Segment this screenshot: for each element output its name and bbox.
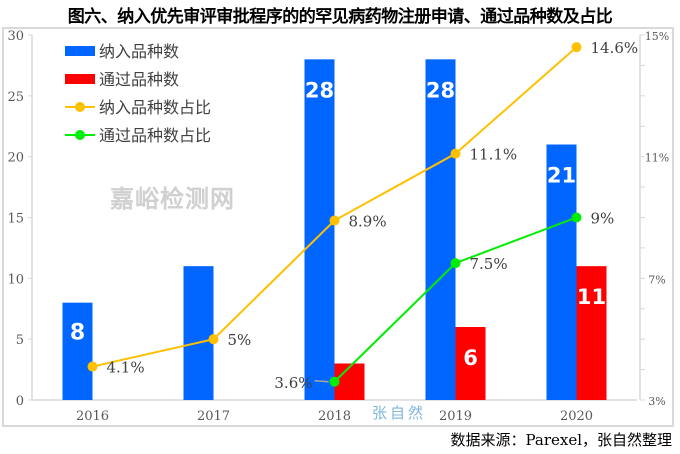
data-label-approved-ratio: 3.6%	[274, 374, 312, 392]
x-tick-label: 2016	[76, 409, 109, 424]
y-right-tick-label: 3%	[648, 395, 665, 408]
legend-label: 通过品种数	[99, 70, 179, 89]
bar-label-included: 28	[426, 78, 455, 102]
data-label-included-ratio: 14.6%	[591, 39, 639, 57]
y-left-tick-label: 20	[7, 151, 24, 166]
data-label-approved-ratio: 9%	[591, 210, 615, 228]
bar-approved	[576, 266, 607, 400]
legend-marker-approved-ratio	[75, 130, 85, 140]
point-included-ratio	[329, 215, 340, 226]
point-included-ratio	[571, 42, 582, 53]
data-source: 数据来源：Parexel，张自然整理	[450, 431, 672, 449]
x-tick-label: 2019	[439, 409, 472, 424]
chart-title: 图六、纳入优先审评审批程序的的罕见病药物注册申请、通过品种数及占比	[67, 7, 613, 27]
data-label-approved-ratio: 7.5%	[470, 255, 508, 273]
legend-label: 通过品种数占比	[99, 126, 211, 145]
bar-included	[304, 59, 335, 400]
data-label-included-ratio: 8.9%	[349, 213, 387, 231]
leader-line	[314, 380, 329, 383]
y-right-tick-label: 7%	[648, 273, 665, 286]
point-approved-ratio	[329, 376, 340, 387]
y-left-tick-label: 25	[7, 90, 24, 105]
bar-approved	[455, 327, 486, 400]
data-label-included-ratio: 5%	[228, 331, 252, 349]
x-tick-label: 2020	[560, 409, 593, 424]
bar-label-included: 28	[305, 78, 334, 102]
y-right-tick-label: 11%	[645, 152, 669, 165]
legend-marker-included-ratio	[75, 102, 85, 112]
data-label-included-ratio: 11.1%	[470, 146, 518, 164]
y-left-tick-label: 15	[7, 212, 24, 227]
bar-label-approved: 11	[577, 285, 606, 309]
x-tick-label: 2018	[318, 409, 351, 424]
bar-label-included: 8	[70, 321, 85, 346]
point-included-ratio	[208, 334, 219, 345]
legend-swatch-approved	[65, 74, 95, 84]
point-approved-ratio	[571, 212, 582, 223]
watermark-author: 张自然	[372, 404, 427, 422]
point-approved-ratio	[450, 258, 461, 269]
y-left-tick-label: 30	[7, 29, 24, 44]
bar-label-approved: 6	[463, 346, 478, 370]
legend-swatch-included	[65, 46, 95, 56]
y-left-tick-label: 10	[7, 272, 24, 287]
x-tick-label: 2017	[197, 409, 230, 424]
y-right-tick-label: 15%	[645, 30, 669, 43]
point-included-ratio	[450, 148, 461, 159]
data-label-included-ratio: 4.1%	[107, 359, 145, 377]
y-left-tick-label: 5	[16, 333, 24, 348]
legend-label: 纳入品种数	[99, 42, 179, 61]
watermark-site: 嘉峪检测网	[110, 185, 235, 213]
y-left-tick-label: 0	[16, 394, 24, 409]
point-included-ratio	[87, 361, 98, 372]
bar-included	[62, 302, 93, 400]
legend-label: 纳入品种数占比	[99, 98, 211, 117]
bar-included	[546, 144, 577, 400]
bar-included	[183, 266, 214, 400]
bar-label-included: 21	[547, 164, 576, 188]
bar-included	[425, 59, 456, 400]
chart-frame	[2, 27, 674, 427]
